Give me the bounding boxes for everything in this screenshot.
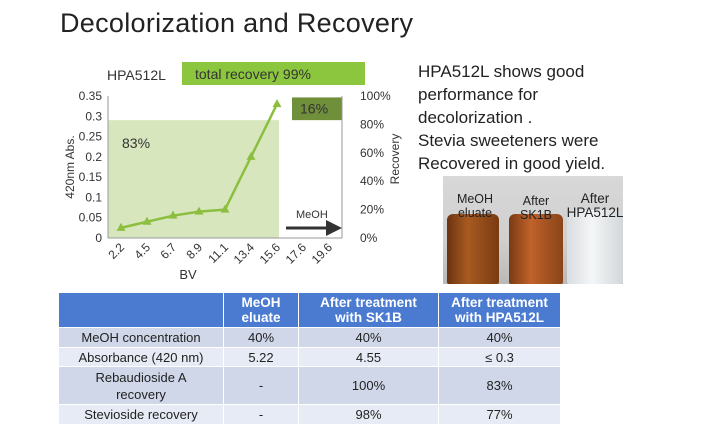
y-tick-label: 0.2 <box>85 150 102 164</box>
data-point <box>168 210 178 219</box>
x-tick-label: 13.4 <box>231 240 258 267</box>
table-cell: 77% <box>438 404 561 425</box>
description-line: decolorization . <box>418 108 533 127</box>
x-tick-label: 4.5 <box>131 240 153 262</box>
table-cell: 98% <box>298 404 439 425</box>
y2-tick-label: 40% <box>360 174 384 188</box>
photo-label: After HPA512L <box>565 192 623 220</box>
y-tick-label: 0.25 <box>79 130 103 144</box>
y2-tick-label: 0% <box>360 231 378 245</box>
row-label-line: Rebaudioside A <box>95 369 187 385</box>
data-point <box>220 204 230 213</box>
x-tick-label: 15.6 <box>257 240 284 267</box>
y-tick-label: 0 <box>95 231 102 245</box>
header-line: MeOH <box>241 295 281 310</box>
description-line: Recovered in good yield. <box>418 154 606 173</box>
photo-label-line: MeOH <box>456 192 494 206</box>
header-line: eluate <box>241 310 281 325</box>
table-cell: 4.55 <box>298 347 439 367</box>
photo-label-line: SK1B <box>520 208 552 222</box>
description-text: HPA512L shows good performance for decol… <box>418 60 698 175</box>
meoh-arrow-head <box>326 220 342 236</box>
table-cell: 40% <box>438 327 561 348</box>
description-line: HPA512L shows good <box>418 62 585 81</box>
region-16-box <box>292 97 342 121</box>
row-label: Absorbance (420 nm) <box>58 347 224 367</box>
table-header-cell: After treatment with SK1B <box>298 292 439 328</box>
photo-label-line: eluate <box>457 206 493 220</box>
y2-tick-label: 100% <box>360 89 391 103</box>
description-line: performance for <box>418 85 538 104</box>
y-tick-label: 0.3 <box>85 109 102 123</box>
table-cell: 100% <box>298 366 439 405</box>
photo-label-line: After <box>522 194 550 208</box>
y2-axis-title: Recovery <box>388 134 402 185</box>
description-line: Stevia sweeteners were <box>418 131 599 150</box>
header-line: with HPA512L <box>454 310 544 325</box>
table-cell: 5.22 <box>223 347 299 367</box>
data-point <box>142 216 152 225</box>
table-cell: - <box>223 404 299 425</box>
table-row: Stevioside recovery - 98% 77% <box>58 404 561 425</box>
row-label: MeOH concentration <box>58 327 224 348</box>
data-point <box>194 206 204 215</box>
chart-label: HPA512L <box>107 67 166 83</box>
y-axis-title: 420nm Abs. <box>63 135 77 198</box>
region-label: 83% <box>122 135 150 151</box>
recovery-banner <box>182 62 365 85</box>
data-point <box>116 222 126 231</box>
photo-label: MeOH eluate <box>451 192 499 220</box>
row-label-line: recovery <box>116 386 166 402</box>
data-point <box>272 99 282 108</box>
table-row: Rebaudioside A recovery - 100% 83% <box>58 366 561 405</box>
region-83-fill <box>108 120 279 238</box>
data-point <box>246 151 256 160</box>
table-cell: - <box>223 366 299 405</box>
y2-tick-label: 60% <box>360 146 384 160</box>
x-tick-label: 17.6 <box>283 240 310 267</box>
photo-label: After SK1B <box>511 194 561 222</box>
table-cell: 83% <box>438 366 561 405</box>
y-tick-label: 0.35 <box>79 89 103 103</box>
table-header-cell <box>58 292 224 328</box>
x-axis-title: BV <box>179 267 197 282</box>
photo-label-line: HPA512L <box>566 205 623 220</box>
results-table: MeOH eluate After treatment with SK1B Af… <box>58 292 561 425</box>
table-cell: 40% <box>298 327 439 348</box>
row-label: Rebaudioside A recovery <box>58 366 224 405</box>
header-line: with SK1B <box>335 310 402 325</box>
recovery-chart: 83% 16% 0 0.05 0.1 0.15 0.2 0.25 0.3 0.35 0% 20% 40%… <box>63 62 402 282</box>
region-label: 16% <box>300 100 328 116</box>
x-tick-label: 19.6 <box>309 240 336 267</box>
x-tick-label: 2.2 <box>105 240 127 262</box>
table-cell: ≤ 0.3 <box>438 347 561 367</box>
bottle-after-sk1b <box>509 214 563 284</box>
y2-tick-label: 80% <box>360 117 384 131</box>
header-line: After treatment <box>451 295 548 310</box>
table-header-cell: After treatment with HPA512L <box>438 292 561 328</box>
y2-tick-label: 20% <box>360 203 384 217</box>
bottle-meoh-eluate <box>447 214 499 284</box>
table-row: Absorbance (420 nm) 5.22 4.55 ≤ 0.3 <box>58 347 561 367</box>
y-tick-label: 0.05 <box>79 211 103 225</box>
header-line: After treatment <box>320 295 417 310</box>
x-tick-label: 8.9 <box>183 240 205 262</box>
x-tick-label: 6.7 <box>157 240 179 262</box>
table-cell: 40% <box>223 327 299 348</box>
y-tick-label: 0.15 <box>79 170 103 184</box>
recovery-banner-label: total recovery 99% <box>195 66 311 82</box>
table-header-cell: MeOH eluate <box>223 292 299 328</box>
table-header-row: MeOH eluate After treatment with SK1B Af… <box>58 292 561 328</box>
photo-label-line: After <box>580 191 610 206</box>
slide-title: Decolorization and Recovery <box>60 8 414 38</box>
x-tick-label: 11.1 <box>205 240 231 266</box>
row-label: Stevioside recovery <box>58 404 224 425</box>
arrow-label: MeOH <box>296 209 328 221</box>
bottle-after-hpa512l <box>567 210 623 284</box>
table-row: MeOH concentration 40% 40% 40% <box>58 327 561 348</box>
bottles-photo: MeOH eluate After SK1B After HPA512L <box>443 176 623 284</box>
y-tick-label: 0.1 <box>85 190 102 204</box>
